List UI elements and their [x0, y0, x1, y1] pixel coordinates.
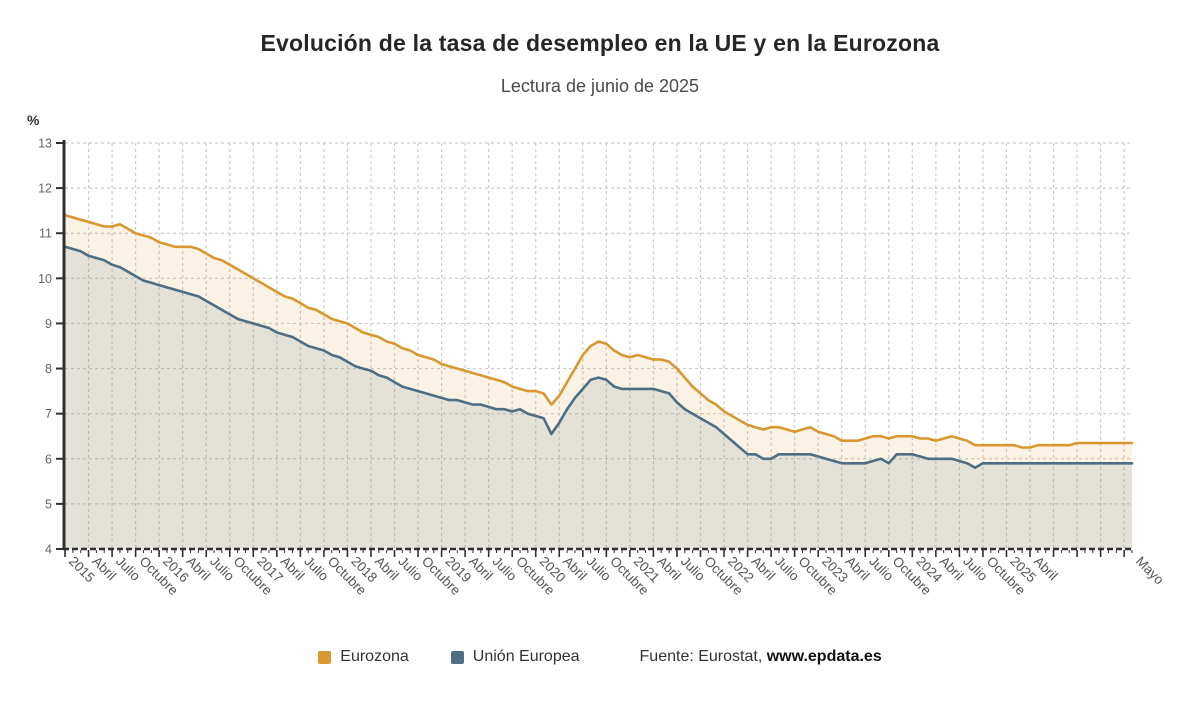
svg-text:6: 6 — [45, 452, 52, 466]
svg-text:Abril: Abril — [184, 554, 214, 584]
svg-text:Julio: Julio — [395, 554, 425, 584]
svg-text:10: 10 — [38, 272, 52, 286]
x-axis-labels: 2015AbrilJulioOctubre2016AbrilJulioOctub… — [66, 554, 1167, 599]
svg-text:8: 8 — [45, 362, 52, 376]
series-line-eurozona — [63, 213, 1134, 449]
svg-text:Abril: Abril — [372, 554, 402, 584]
svg-text:Julio: Julio — [207, 554, 237, 584]
svg-text:Julio: Julio — [113, 554, 143, 584]
series-area-union-europea — [65, 246, 1132, 550]
y-axis-unit-label: % — [27, 112, 40, 128]
legend: Eurozona Unión Europea Fuente: Eurostat,… — [0, 648, 1200, 666]
svg-text:Abril: Abril — [748, 554, 778, 584]
svg-text:4: 4 — [45, 543, 52, 557]
y-axis-labels: 4 5 6 7 8 9 10 11 12 13 — [38, 137, 52, 557]
svg-text:Julio: Julio — [960, 554, 990, 584]
union-europea-swatch-icon — [450, 650, 464, 664]
eurozona-swatch-icon — [318, 650, 332, 664]
series-lines — [63, 213, 1134, 470]
series-area-eurozona — [65, 215, 1132, 549]
svg-text:Mayo: Mayo — [1133, 554, 1167, 588]
svg-text:Abril: Abril — [560, 554, 590, 584]
svg-text:Julio: Julio — [301, 554, 331, 584]
legend-label-union-europea: Unión Europea — [472, 648, 580, 665]
svg-text:7: 7 — [45, 407, 52, 421]
svg-text:Julio: Julio — [490, 554, 520, 584]
svg-text:9: 9 — [45, 317, 52, 331]
svg-text:13: 13 — [38, 137, 52, 151]
svg-text:2015: 2015 — [66, 554, 98, 586]
chart-title: Evolución de la tasa de desempleo en la … — [260, 30, 940, 56]
svg-text:Abril: Abril — [89, 554, 119, 584]
series-line-union-europea — [63, 245, 1134, 470]
svg-text:Julio: Julio — [772, 554, 802, 584]
svg-text:Abril: Abril — [654, 554, 684, 584]
svg-text:Julio: Julio — [584, 554, 614, 584]
source-prefix: Fuente: Eurostat, — [639, 648, 763, 665]
svg-text:Julio: Julio — [678, 554, 708, 584]
epdata-link[interactable]: www.epdata.es — [766, 648, 882, 665]
svg-text:Abril: Abril — [937, 554, 967, 584]
chart-subtitle: Lectura de junio de 2025 — [500, 76, 700, 96]
legend-item-union-europea[interactable]: Unión Europea — [450, 648, 580, 666]
svg-text:Abril: Abril — [466, 554, 496, 584]
svg-text:Abril: Abril — [1031, 554, 1061, 584]
plot-gridlines — [65, 142, 1132, 549]
svg-text:12: 12 — [38, 182, 52, 196]
legend-label-eurozona: Eurozona — [340, 648, 409, 665]
source-text: Fuente: Eurostat, www.epdata.es — [640, 648, 882, 666]
axes — [56, 140, 1133, 557]
svg-text:Abril: Abril — [843, 554, 873, 584]
svg-text:11: 11 — [39, 227, 52, 241]
svg-text:5: 5 — [45, 497, 52, 511]
series-areas — [65, 215, 1132, 550]
svg-text:Julio: Julio — [866, 554, 896, 584]
legend-item-eurozona[interactable]: Eurozona — [318, 648, 409, 666]
svg-text:Abril: Abril — [278, 554, 308, 584]
